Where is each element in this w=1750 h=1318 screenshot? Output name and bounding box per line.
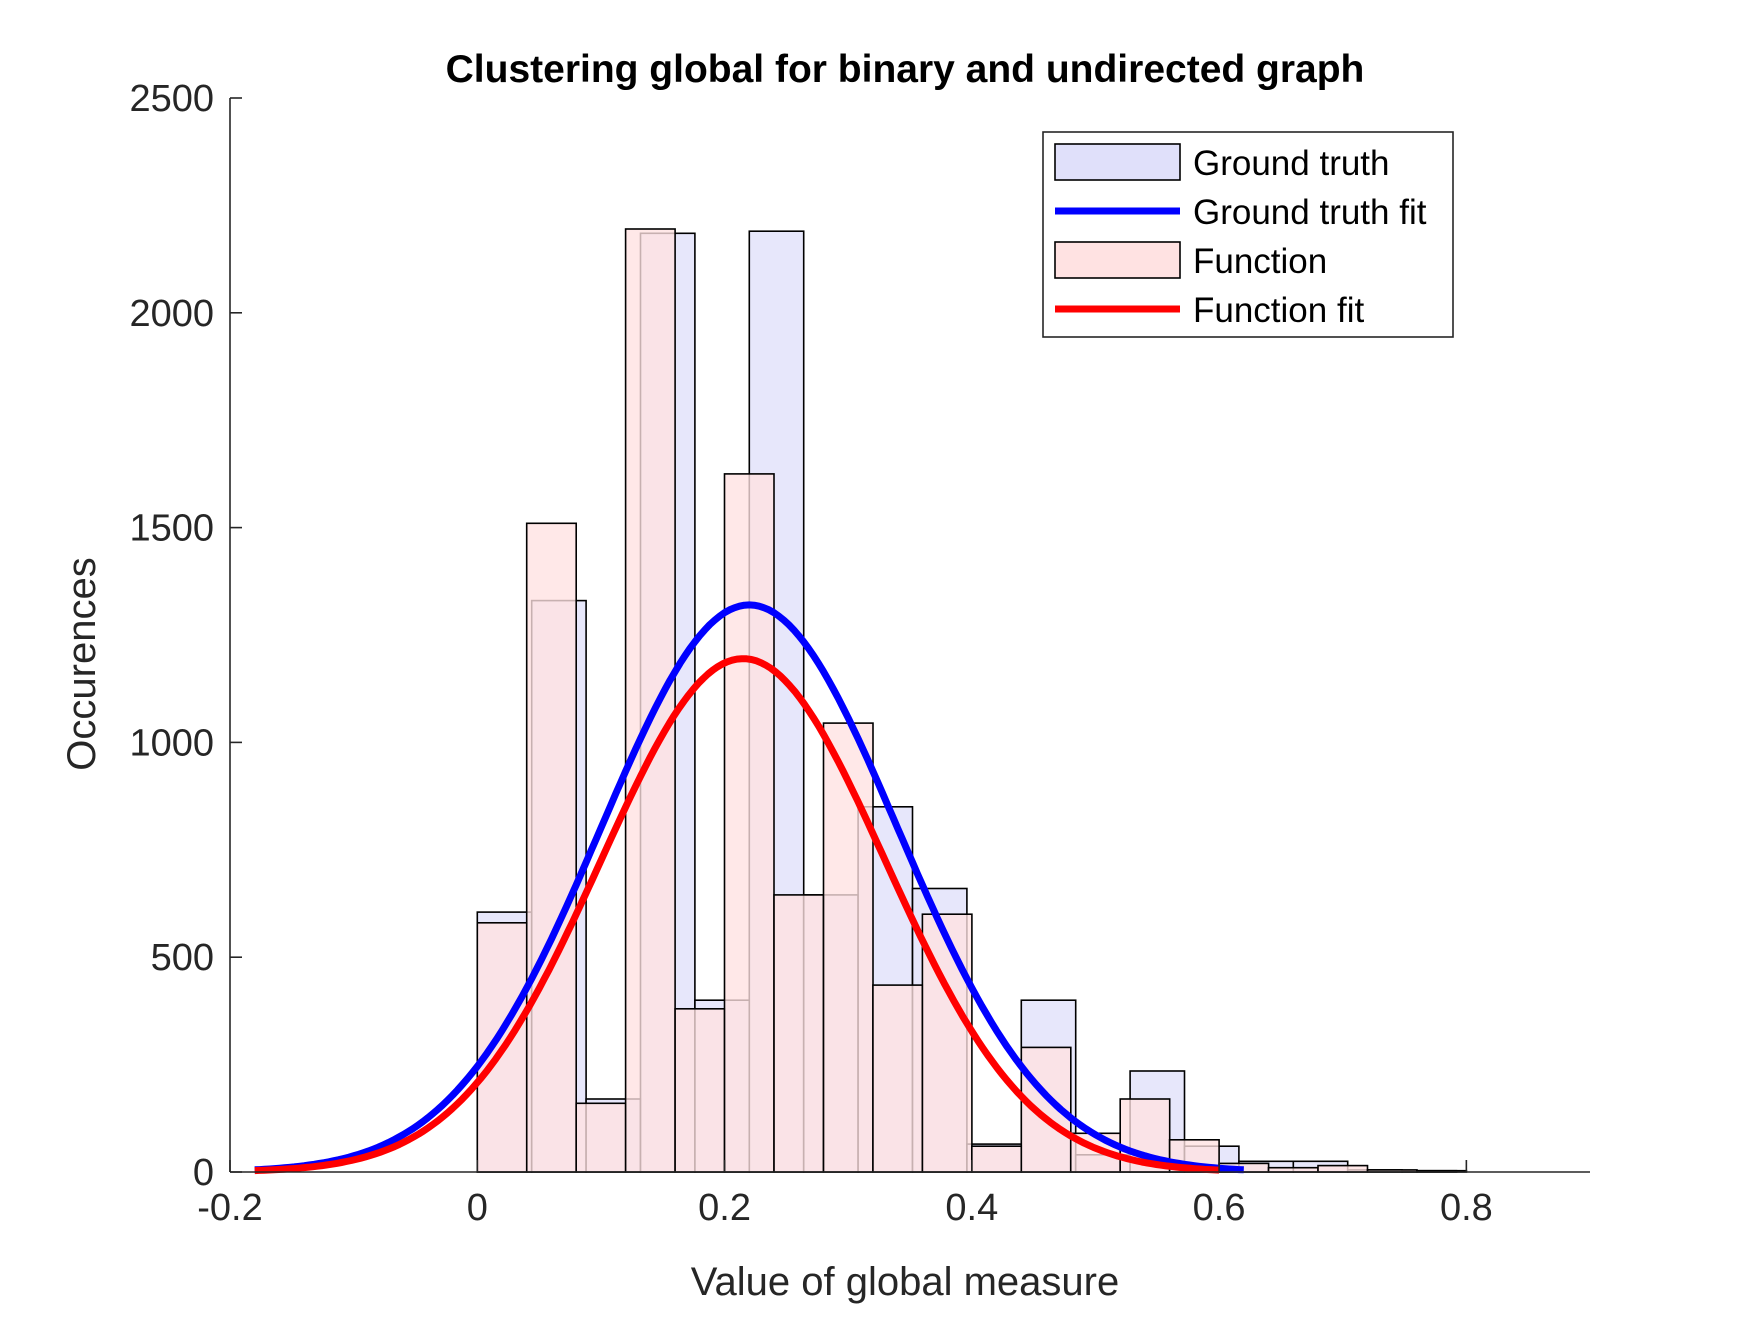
fit-curve-function [254, 655, 1220, 1175]
y-axis-label: Occurences [60, 557, 104, 770]
histogram-bar [872, 984, 924, 1173]
y-tick-label: 0 [193, 1152, 214, 1194]
histogram-bar [1317, 1164, 1369, 1173]
fit-curve-ground-truth [254, 601, 1244, 1174]
legend-label: Ground truth [1193, 144, 1390, 183]
x-axis-label: Value of global measure [691, 1260, 1119, 1304]
histogram-bar [822, 722, 874, 1173]
x-tick-label: 0.8 [1440, 1187, 1493, 1229]
x-tick-label: 0.4 [945, 1187, 998, 1229]
histogram-bar [525, 522, 578, 1173]
legend-swatch [1054, 241, 1181, 279]
histogram-bar [970, 1145, 1023, 1173]
chart-title: Clustering global for binary and undirec… [446, 48, 1365, 91]
legend: Ground truth Ground truth fit Function Func… [1042, 131, 1454, 338]
legend-label: Function fit [1193, 291, 1364, 330]
legend-swatch [1054, 143, 1181, 181]
x-tick-label: 0.2 [698, 1187, 751, 1229]
x-tick-label: 0 [467, 1187, 488, 1229]
y-tick-label: 500 [151, 937, 214, 979]
y-tick-label: 1000 [129, 722, 214, 764]
y-tick-label: 1500 [129, 508, 214, 550]
histogram-bar [773, 894, 825, 1173]
histogram-bar [575, 1102, 627, 1173]
y-tick-label: 2500 [129, 78, 214, 120]
legend-label: Ground truth fit [1193, 193, 1427, 232]
histogram-bar [674, 1007, 726, 1173]
x-tick-label: 0.6 [1193, 1187, 1246, 1229]
histogram-bar [624, 228, 676, 1173]
histogram-bar [723, 473, 775, 1173]
y-tick-label: 2000 [129, 293, 214, 335]
x-tick-label: -0.2 [197, 1187, 262, 1229]
legend-label: Function [1193, 242, 1327, 281]
